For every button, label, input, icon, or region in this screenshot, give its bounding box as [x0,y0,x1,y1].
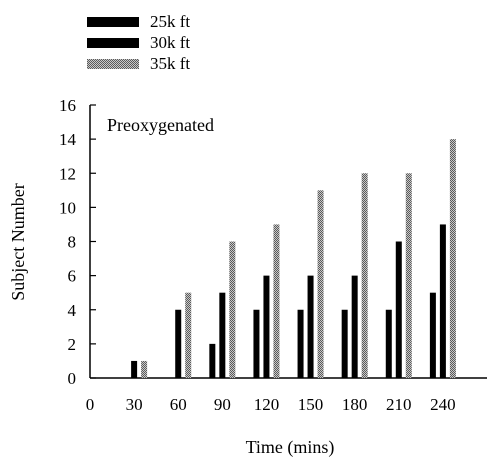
y-tick-label: 12 [59,164,76,183]
legend-swatch [87,59,139,69]
x-tick-label: 210 [386,395,412,414]
bar-35k-ft-210 [405,173,412,378]
bar-30k-ft-180 [351,275,358,378]
bars [131,139,456,378]
x-tick-label: 0 [86,395,95,414]
x-tick-label: 240 [430,395,456,414]
axes: 0 2 4 6 8 10 12 14 16 0 30 60 90 120 150 180 210 240 [59,96,487,414]
y-tick-label: 16 [59,96,76,115]
bar-25k-ft-90 [209,343,216,378]
bar-30k-ft-150 [307,275,314,378]
x-tick-label: 150 [298,395,324,414]
legend-label: 35k ft [150,54,190,73]
legend-label: 25k ft [150,12,190,31]
bar-35k-ft-30 [141,360,148,378]
y-tick-label: 8 [68,233,77,252]
x-tick-label: 90 [214,395,231,414]
bar-30k-ft-120 [263,275,270,378]
y-tick-label: 0 [68,369,77,388]
bar-25k-ft-240 [429,292,436,378]
y-tick-label: 4 [68,301,77,320]
bar-35k-ft-60 [185,292,192,378]
bar-35k-ft-90 [229,241,236,378]
bar-25k-ft-150 [297,309,304,378]
y-axis-label: Subject Number [8,183,28,300]
y-tick-label: 10 [59,198,76,217]
x-axis-label: Time (mins) [246,437,335,458]
annotation-text: Preoxygenated [107,115,214,135]
bar-30k-ft-60 [175,309,182,378]
bar-25k-ft-120 [253,309,260,378]
y-tick-label: 14 [59,130,77,149]
bar-35k-ft-240 [449,139,456,378]
y-tick-label: 6 [68,267,77,286]
bar-35k-ft-150 [317,190,324,378]
x-tick-label: 120 [254,395,280,414]
x-tick-label: 30 [126,395,143,414]
legend-swatch [87,17,139,27]
legend: 25k ft 30k ft 35k ft [87,12,190,73]
bar-25k-ft-180 [341,309,348,378]
legend-swatch [87,38,139,48]
bar-25k-ft-210 [385,309,392,378]
bar-30k-ft-30 [131,360,138,378]
bar-35k-ft-180 [361,173,368,378]
y-tick-label: 2 [68,335,77,354]
bar-30k-ft-210 [395,241,402,378]
x-tick-label: 60 [170,395,187,414]
bar-35k-ft-120 [273,224,280,378]
bar-30k-ft-240 [439,224,446,378]
x-tick-label: 180 [342,395,368,414]
bar-30k-ft-90 [219,292,226,378]
legend-label: 30k ft [150,33,190,52]
